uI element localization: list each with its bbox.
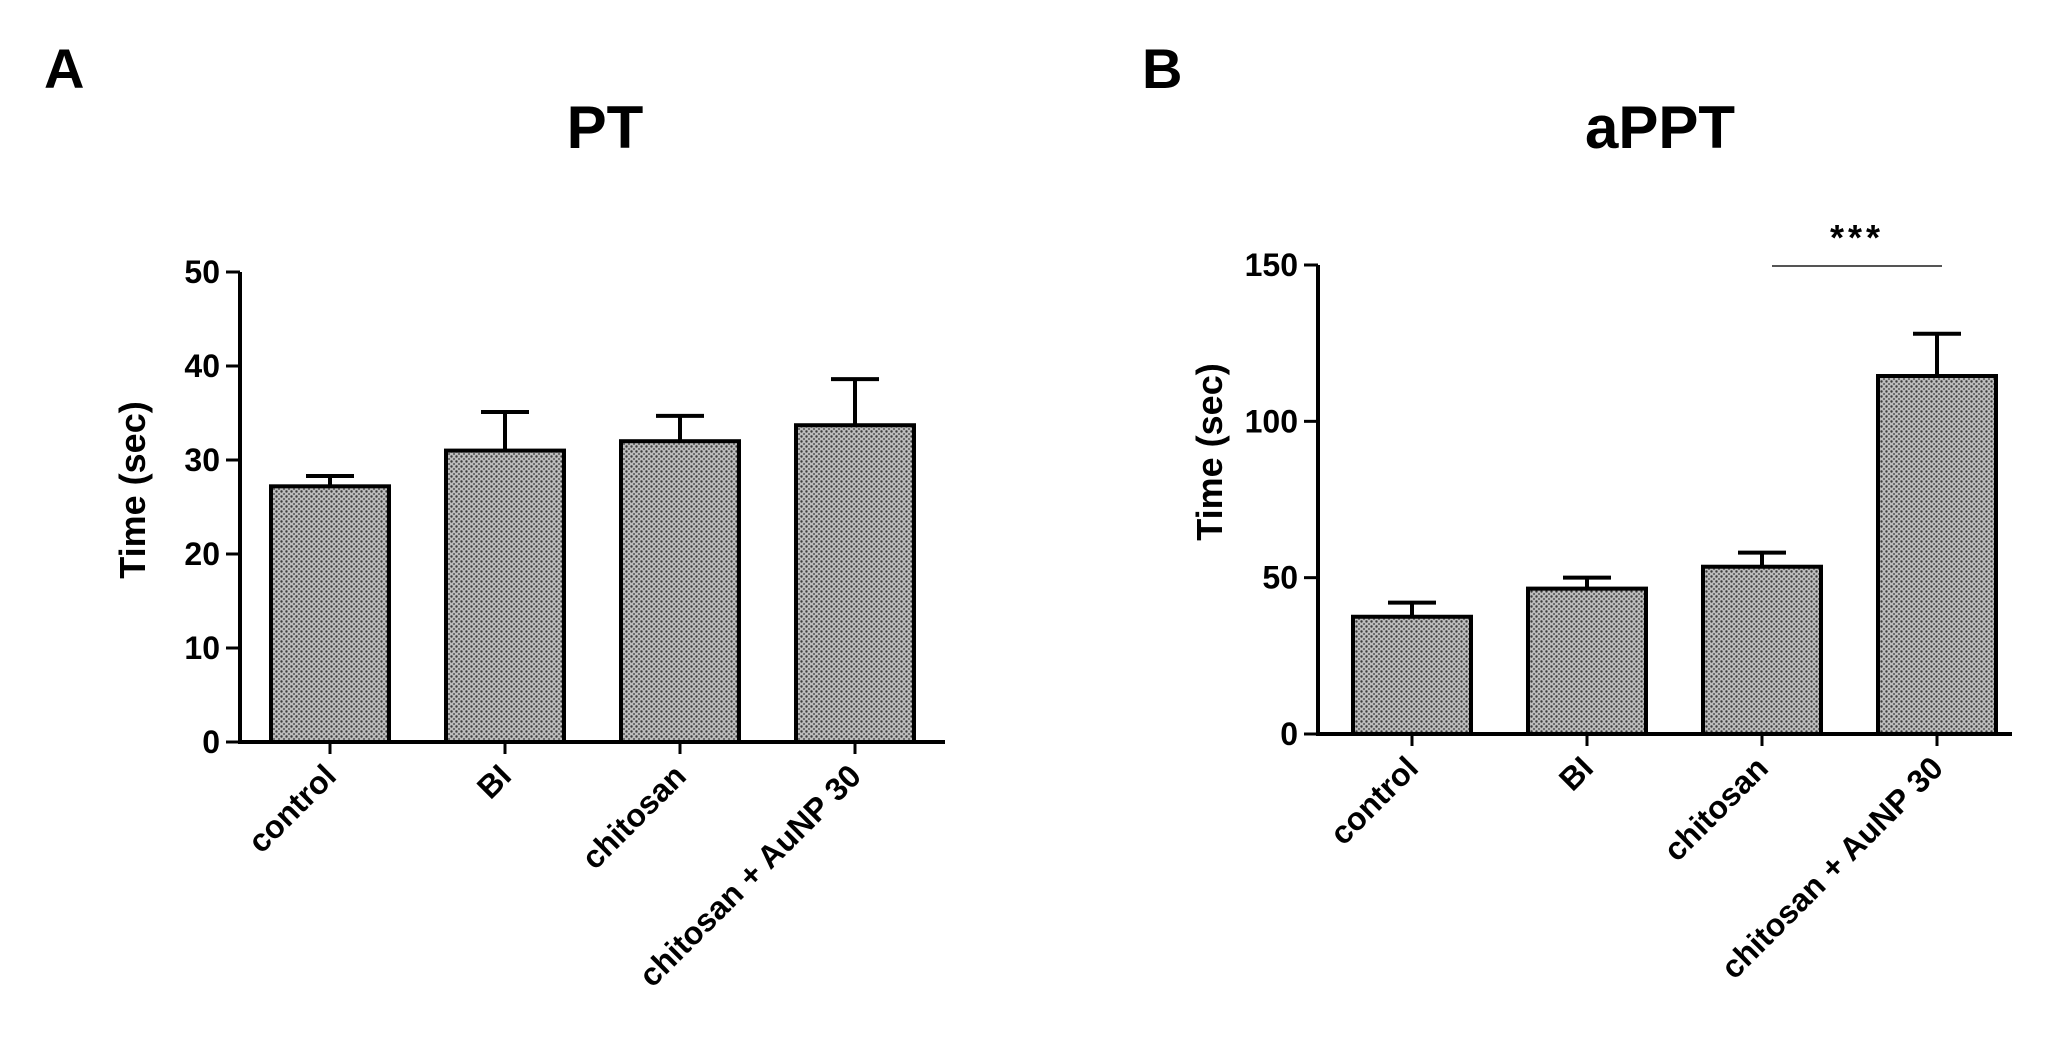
bar-3 bbox=[619, 439, 741, 744]
y-tick-label-1: 0 bbox=[202, 724, 220, 760]
y-tick-label-3: 20 bbox=[184, 536, 220, 572]
y-tick-label-5: 40 bbox=[184, 348, 220, 384]
bar-1 bbox=[1351, 614, 1473, 736]
bar-2 bbox=[444, 448, 566, 744]
y-tick-label-1: 0 bbox=[1280, 716, 1298, 752]
y-tick-label-2: 50 bbox=[1262, 560, 1298, 596]
y-tick-label-4: 150 bbox=[1245, 247, 1298, 283]
category-label-2: BI bbox=[470, 757, 518, 805]
bar-2 bbox=[1526, 586, 1648, 736]
y-tick-label-4: 30 bbox=[184, 442, 220, 478]
category-label-1: control bbox=[1323, 749, 1425, 851]
y-tick-label-3: 100 bbox=[1245, 403, 1298, 439]
panel-letter-b: B bbox=[1142, 37, 1182, 100]
y-tick-label-6: 50 bbox=[184, 254, 220, 290]
category-label-1: control bbox=[241, 757, 343, 859]
bar-3 bbox=[1701, 564, 1823, 736]
category-label-3: chitosan bbox=[574, 757, 692, 875]
panel-letter-a: A bbox=[44, 37, 84, 100]
chart-title-b: aPPT bbox=[1585, 94, 1735, 161]
chart-title-a: PT bbox=[567, 94, 644, 161]
bar-4 bbox=[794, 423, 916, 744]
bar-4 bbox=[1876, 373, 1998, 736]
y-axis-label-b: Time (sec) bbox=[1189, 363, 1230, 540]
y-tick-label-2: 10 bbox=[184, 630, 220, 666]
category-label-2: BI bbox=[1552, 749, 1600, 797]
category-label-3: chitosan bbox=[1656, 749, 1774, 867]
significance-label-1: *** bbox=[1830, 217, 1884, 258]
y-axis-label-a: Time (sec) bbox=[112, 401, 153, 578]
bar-1 bbox=[269, 484, 391, 744]
